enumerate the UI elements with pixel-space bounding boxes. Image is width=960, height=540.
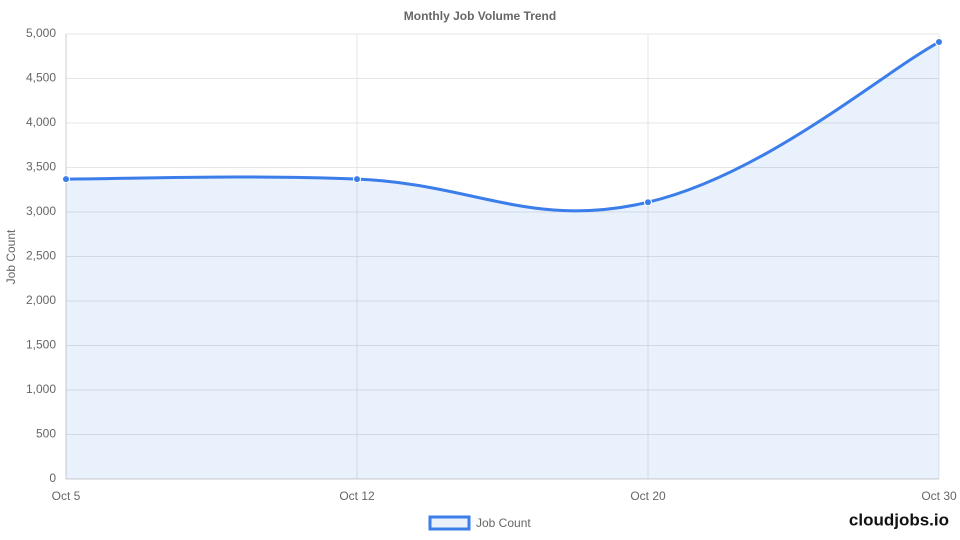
y-tick-label: 4,000 xyxy=(26,115,56,129)
y-tick-label: 3,500 xyxy=(26,160,56,174)
area xyxy=(66,42,939,479)
legend-label: Job Count xyxy=(476,516,531,530)
x-tick-label: Oct 30 xyxy=(921,489,957,503)
point xyxy=(935,38,943,47)
point xyxy=(644,198,652,207)
y-tick-label: 3,000 xyxy=(26,204,56,218)
x-tick-label: Oct 20 xyxy=(630,489,666,503)
point xyxy=(62,175,70,184)
y-axis-title: Job Count xyxy=(4,229,18,284)
point xyxy=(353,175,361,184)
chart-title: Monthly Job Volume Trend xyxy=(404,9,556,23)
y-tick-label: 2,500 xyxy=(26,249,56,263)
line xyxy=(65,40,940,213)
x-tick-label: Oct 5 xyxy=(52,489,81,503)
legend-swatch xyxy=(428,515,471,531)
y-tick-label: 500 xyxy=(36,427,56,441)
y-tick-label: 1,500 xyxy=(26,338,56,352)
y-tick-label: 0 xyxy=(49,471,56,485)
y-tick-label: 4,500 xyxy=(26,71,56,85)
brand: cloudjobs.io xyxy=(849,510,949,529)
y-tick-label: 2,000 xyxy=(26,293,56,307)
x-tick-label: Oct 12 xyxy=(339,489,375,503)
y-tick-label: 1,000 xyxy=(26,382,56,396)
y-tick-label: 5,000 xyxy=(26,26,56,40)
